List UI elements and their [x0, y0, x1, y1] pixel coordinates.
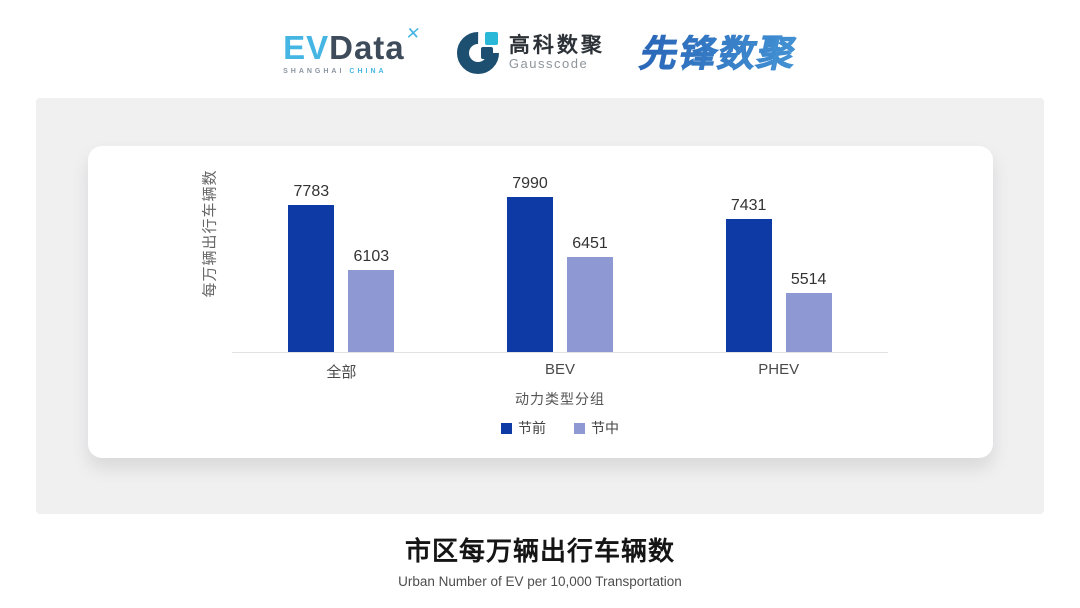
bar-wrap: 7990 — [506, 175, 553, 352]
category-label-PHEV: PHEV — [758, 361, 800, 378]
bar-group-PHEV: 7431 5514 — [725, 197, 832, 352]
logo-row: EV Data ✕ SHANGHAI CHINA 高科数聚 Gausscode … — [0, 20, 1080, 86]
evdata-subtext: SHANGHAI CHINA — [283, 68, 420, 75]
plot-area: 7783 6103 7990 6451 7431 5514 — [232, 142, 888, 352]
bar-group-BEV: 7990 6451 — [506, 175, 613, 352]
legend-label: 节中 — [591, 420, 619, 436]
bar-value-label: 6103 — [353, 248, 390, 265]
gausscode-cn-text: 高科数聚 — [508, 34, 605, 58]
gausscode-g-icon — [456, 32, 499, 74]
legend-swatch — [501, 422, 512, 434]
page-title: 市区每万辆出行车辆数 — [404, 536, 675, 566]
legend-item-节前: 节前 — [501, 418, 546, 438]
gausscode-wordmark: 高科数聚 Gausscode — [509, 34, 605, 71]
bar-value-label: 7431 — [730, 197, 767, 214]
page-subtitle: Urban Number of EV per 10,000 Transporta… — [398, 574, 682, 589]
bar-value-label: 7990 — [512, 175, 548, 192]
evdata-data-text: Data — [329, 29, 405, 66]
bar-wrap: 7431 — [725, 197, 772, 352]
evdata-logo: EV Data ✕ SHANGHAI CHINA — [283, 24, 421, 75]
bar-wrap: 5514 — [785, 271, 832, 352]
gausscode-en-text: Gausscode — [508, 56, 589, 72]
gausscode-logo: 高科数聚 Gausscode — [456, 31, 605, 75]
x-axis-line — [232, 352, 888, 353]
legend-swatch — [574, 422, 585, 434]
x-axis-title: 动力类型分组 — [515, 391, 605, 407]
bar-wrap: 6103 — [348, 248, 395, 352]
evdata-wordmark: EV Data ✕ — [283, 24, 421, 66]
y-axis-label: 每万辆出行车辆数 — [201, 169, 219, 298]
bar-节中-PHEV — [785, 293, 832, 352]
category-label-全部: 全部 — [326, 364, 357, 381]
chart-panel: 每万辆出行车辆数 7783 6103 7990 6451 7431 5514 全部 BEV P… — [36, 98, 1044, 514]
chart-card: 每万辆出行车辆数 7783 6103 7990 6451 7431 5514 全部 BEV P… — [88, 146, 993, 458]
category-labels: 全部 BEV PHEV — [232, 361, 888, 382]
bar-value-label: 6451 — [572, 235, 608, 252]
evdata-ev-text: EV — [283, 29, 330, 66]
bar-wrap: 6451 — [566, 235, 613, 352]
legend-label: 节前 — [518, 420, 546, 436]
footer: 市区每万辆出行车辆数 Urban Number of EV per 10,000… — [0, 531, 1080, 589]
bar-节前-BEV — [506, 197, 553, 352]
bar-节前-PHEV — [725, 219, 772, 352]
legend-item-节中: 节中 — [574, 418, 619, 438]
bar-节前-全部 — [288, 205, 335, 352]
evdata-star-icon: ✕ — [404, 24, 422, 43]
bar-value-label: 7783 — [293, 183, 330, 200]
category-label-BEV: BEV — [545, 361, 576, 378]
legend: 节前 节中 — [232, 418, 888, 438]
bar-节中-BEV — [566, 257, 613, 352]
bar-value-label: 5514 — [790, 271, 827, 288]
evdata-shanghai-text: SHANGHAI — [283, 68, 345, 75]
evdata-china-text: CHINA — [349, 68, 387, 75]
bar-group-全部: 7783 6103 — [288, 183, 395, 352]
bar-wrap: 7783 — [288, 183, 335, 352]
pioneer-logo: 先锋数聚 — [636, 32, 802, 74]
bar-节中-全部 — [348, 270, 395, 352]
